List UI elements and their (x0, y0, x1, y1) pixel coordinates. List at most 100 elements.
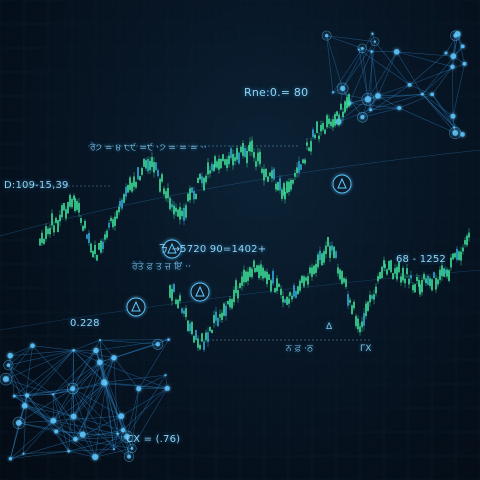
network-edge (24, 405, 54, 421)
candle-body (169, 197, 171, 210)
network-node-icon (12, 394, 16, 398)
network-edge (32, 345, 74, 351)
candle-body (341, 271, 343, 284)
candle-body (326, 115, 328, 128)
network-edge (349, 51, 372, 104)
network-edge (138, 374, 166, 390)
candle-body (116, 210, 118, 219)
candle-body (139, 176, 141, 181)
network-edge (113, 433, 118, 450)
network-edge (452, 63, 465, 117)
candle-body (284, 191, 286, 200)
candle-body (205, 175, 207, 183)
candle-body (197, 338, 199, 348)
candle-body (410, 275, 412, 279)
network-node-icon (21, 402, 28, 409)
candle-body (253, 260, 255, 268)
candle-body (137, 167, 139, 180)
candle-body (324, 129, 326, 134)
candle-body (153, 162, 155, 173)
network-edge (8, 345, 33, 366)
network-node-icon (50, 417, 57, 424)
candle-body (448, 270, 450, 281)
candle-body (342, 111, 344, 118)
network-edge (82, 434, 96, 458)
network-node-icon (360, 115, 365, 120)
candle-body (351, 305, 353, 315)
candle-body (336, 111, 338, 116)
candle-body (419, 284, 421, 295)
candle-body (227, 300, 229, 305)
candle-body (306, 142, 308, 146)
network-edge (52, 394, 76, 440)
candle-body (365, 303, 367, 317)
network-edge (105, 357, 115, 384)
candle-body (251, 140, 253, 153)
candle-body (213, 315, 215, 324)
candle-body (244, 147, 246, 158)
candle-body (220, 158, 222, 169)
candle-body (301, 275, 303, 283)
candle-body (254, 268, 256, 273)
network-edge (10, 420, 54, 459)
candle-body (373, 294, 375, 300)
candle-body (78, 202, 80, 213)
candle-body (321, 253, 323, 266)
network-edge (10, 439, 76, 460)
label-mid-right-a: Δ (326, 322, 333, 332)
triangle-glyph (195, 285, 205, 297)
candle-body (259, 151, 261, 164)
network-node-icon (450, 113, 456, 119)
candle-body (65, 209, 67, 219)
candle-body (108, 222, 110, 228)
candle-body (441, 265, 443, 277)
network-edge (10, 345, 33, 356)
candle-body (74, 198, 76, 212)
network-edge (72, 388, 115, 450)
candle-body (468, 232, 470, 238)
candle-body (222, 154, 224, 162)
network-edge (5, 350, 74, 380)
network-edge (95, 448, 133, 458)
network-edge (75, 436, 128, 440)
network-edge (73, 350, 100, 363)
candle-body (464, 240, 466, 245)
candle-body (177, 299, 179, 309)
candle-body (304, 159, 306, 164)
candle-body (466, 235, 468, 246)
candle-body (63, 203, 65, 211)
network-edge (10, 450, 69, 460)
network-node-icon (370, 50, 373, 53)
network-edge (126, 374, 166, 437)
candle-body (159, 178, 161, 192)
network-edge (26, 395, 57, 432)
candle-body (329, 246, 331, 258)
candle-body (439, 269, 441, 280)
candle-body (173, 283, 175, 292)
candle-body (303, 276, 305, 287)
candle-body (346, 97, 348, 109)
candle-body (386, 269, 388, 275)
network-node-ring (0, 372, 13, 386)
candle-body (238, 152, 240, 164)
candle-body (313, 265, 315, 275)
label-mid-right-c: ΓX (360, 344, 372, 354)
candle-body (392, 273, 394, 280)
network-node-icon (70, 386, 76, 391)
candle-body (249, 267, 251, 277)
candle-body (216, 161, 218, 168)
candle-body (456, 248, 458, 260)
candle-body (444, 269, 446, 274)
network-edge (422, 66, 453, 95)
network-edge (24, 350, 74, 406)
network-node-ring (450, 30, 461, 41)
network-edge (422, 46, 463, 95)
candle-body (246, 150, 248, 164)
candle-body (203, 177, 205, 191)
candle-body (45, 226, 47, 239)
candle-body (175, 299, 177, 304)
network-edge (99, 362, 124, 431)
candle-body (195, 193, 197, 200)
candle-body (406, 268, 408, 275)
candle-body (218, 158, 220, 170)
